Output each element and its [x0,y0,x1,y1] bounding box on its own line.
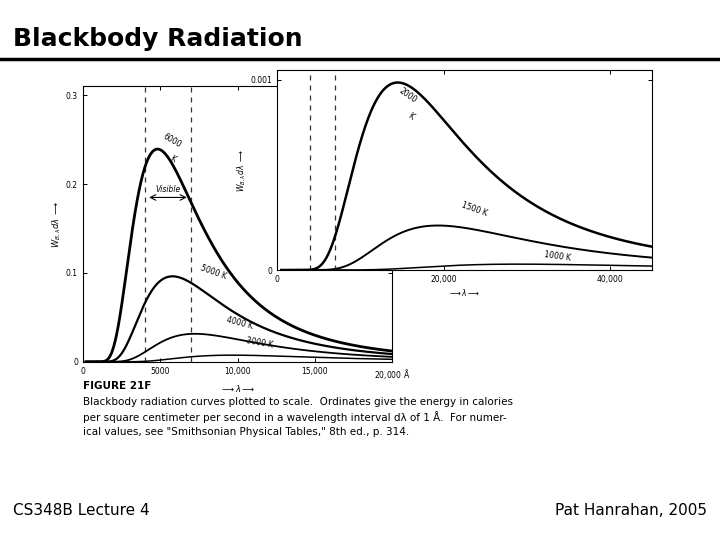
Y-axis label: $W_{B,\lambda}d\lambda$ $\longrightarrow$: $W_{B,\lambda}d\lambda$ $\longrightarrow… [51,200,63,248]
X-axis label: $\longrightarrow\lambda\longrightarrow$: $\longrightarrow\lambda\longrightarrow$ [220,383,256,394]
Text: 3000 K: 3000 K [246,336,274,349]
Y-axis label: $W_{B,\lambda}d\lambda$ $\longrightarrow$: $W_{B,\lambda}d\lambda$ $\longrightarrow… [235,148,248,192]
Text: 1500 K: 1500 K [460,200,488,218]
Text: CS348B Lecture 4: CS348B Lecture 4 [13,503,150,518]
Text: 1000 K: 1000 K [544,250,571,262]
Text: Pat Hanrahan, 2005: Pat Hanrahan, 2005 [555,503,707,518]
Text: FIGURE 21F: FIGURE 21F [83,381,151,391]
Text: 2000: 2000 [398,86,419,105]
Text: Blackbody Radiation: Blackbody Radiation [13,27,302,51]
X-axis label: $\longrightarrow\lambda\longrightarrow$: $\longrightarrow\lambda\longrightarrow$ [448,287,481,298]
Text: K: K [406,111,415,122]
Text: 5000 K: 5000 K [199,264,228,281]
Text: 6000: 6000 [162,132,183,150]
Text: Visible: Visible [156,185,181,194]
Text: K: K [168,153,177,164]
Text: 4000 K: 4000 K [225,315,253,331]
Text: Blackbody radiation curves plotted to scale.  Ordinates give the energy in calor: Blackbody radiation curves plotted to sc… [83,397,513,437]
